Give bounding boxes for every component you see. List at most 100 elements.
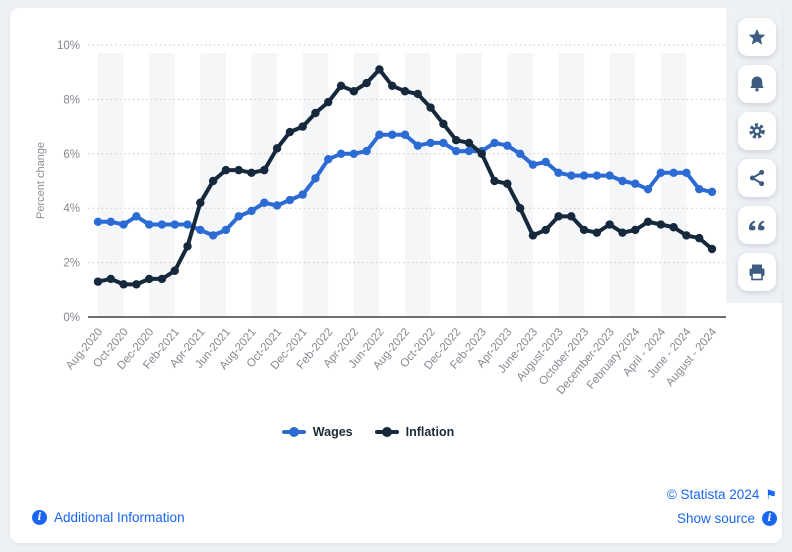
print-button[interactable] — [738, 253, 776, 291]
data-point-wages[interactable] — [208, 231, 218, 240]
additional-information-link[interactable]: i Additional Information — [32, 510, 185, 525]
data-point-inflation[interactable] — [196, 198, 205, 207]
data-point-wages[interactable] — [362, 146, 371, 156]
data-point-wages[interactable] — [106, 217, 115, 226]
data-point-inflation[interactable] — [682, 231, 691, 240]
data-point-inflation[interactable] — [298, 122, 307, 131]
data-point-wages[interactable] — [682, 168, 691, 178]
data-point-inflation[interactable] — [285, 127, 295, 137]
data-point-inflation[interactable] — [208, 176, 218, 186]
line-chart[interactable]: 0%2%4%6%8%10%Percent changeAug-2020Oct-2… — [10, 8, 726, 490]
data-point-wages[interactable] — [579, 171, 589, 180]
data-point-wages[interactable] — [260, 198, 269, 207]
chart-area[interactable]: 0% 2% 4% 6% 8% 10% Percent change Aug-2020 Oct-2… — [10, 8, 726, 490]
data-point-inflation[interactable] — [221, 165, 231, 175]
data-point-inflation[interactable] — [93, 277, 103, 286]
data-point-inflation[interactable] — [400, 87, 410, 96]
data-point-wages[interactable] — [375, 130, 384, 139]
data-point-wages[interactable] — [503, 141, 512, 150]
data-point-wages[interactable] — [695, 184, 704, 194]
settings-button[interactable] — [738, 112, 776, 150]
favorite-button[interactable] — [738, 18, 776, 56]
data-point-wages[interactable] — [656, 168, 666, 178]
share-button[interactable] — [738, 159, 776, 197]
data-point-inflation[interactable] — [375, 65, 384, 74]
data-point-inflation[interactable] — [515, 204, 525, 213]
data-point-inflation[interactable] — [144, 274, 154, 284]
data-point-wages[interactable] — [247, 206, 256, 216]
data-point-wages[interactable] — [298, 190, 307, 199]
data-point-inflation[interactable] — [605, 220, 614, 229]
data-point-inflation[interactable] — [362, 78, 371, 88]
data-point-inflation[interactable] — [618, 228, 627, 237]
data-point-wages[interactable] — [196, 225, 205, 235]
legend-item-inflation[interactable]: Inflation — [374, 425, 454, 439]
data-point-inflation[interactable] — [349, 87, 359, 96]
data-point-wages[interactable] — [464, 146, 474, 156]
data-point-inflation[interactable] — [695, 233, 704, 243]
data-point-wages[interactable] — [388, 130, 397, 139]
data-point-wages[interactable] — [157, 220, 167, 229]
data-point-wages[interactable] — [221, 225, 231, 235]
data-point-wages[interactable] — [311, 174, 320, 183]
data-point-inflation[interactable] — [528, 231, 538, 240]
alerts-button[interactable] — [738, 65, 776, 103]
data-point-wages[interactable] — [631, 179, 640, 188]
data-point-wages[interactable] — [592, 171, 602, 180]
data-point-inflation[interactable] — [592, 228, 602, 237]
show-source-link[interactable]: Show source i — [677, 511, 777, 526]
data-point-wages[interactable] — [554, 168, 563, 178]
data-point-inflation[interactable] — [324, 97, 333, 107]
data-point-inflation[interactable] — [656, 220, 666, 229]
data-point-wages[interactable] — [413, 141, 422, 150]
data-point-wages[interactable] — [324, 155, 333, 164]
data-point-wages[interactable] — [170, 220, 179, 229]
flag-icon[interactable]: ⚑ — [765, 487, 777, 502]
data-point-wages[interactable] — [272, 201, 282, 210]
data-point-wages[interactable] — [451, 146, 461, 156]
data-point-inflation[interactable] — [579, 225, 589, 235]
data-point-inflation[interactable] — [183, 242, 192, 251]
data-point-inflation[interactable] — [669, 223, 678, 232]
data-point-wages[interactable] — [400, 130, 410, 139]
data-point-wages[interactable] — [144, 220, 154, 229]
data-point-wages[interactable] — [605, 171, 614, 180]
data-point-wages[interactable] — [669, 168, 678, 178]
data-point-inflation[interactable] — [272, 144, 282, 153]
cite-button[interactable] — [738, 206, 776, 244]
data-point-wages[interactable] — [567, 171, 576, 180]
data-point-inflation[interactable] — [132, 280, 141, 289]
data-point-inflation[interactable] — [567, 212, 576, 221]
data-point-inflation[interactable] — [541, 225, 550, 235]
data-point-wages[interactable] — [119, 220, 128, 229]
data-point-inflation[interactable] — [439, 119, 448, 129]
data-point-wages[interactable] — [349, 149, 359, 158]
data-point-wages[interactable] — [336, 149, 346, 158]
data-point-wages[interactable] — [285, 195, 295, 205]
legend-item-wages[interactable]: Wages — [281, 425, 353, 439]
data-point-inflation[interactable] — [554, 212, 563, 221]
data-point-wages[interactable] — [183, 220, 192, 229]
data-point-inflation[interactable] — [234, 165, 243, 175]
data-point-inflation[interactable] — [170, 266, 179, 275]
data-point-wages[interactable] — [515, 149, 525, 158]
data-point-wages[interactable] — [643, 184, 653, 194]
data-point-inflation[interactable] — [157, 274, 167, 284]
data-point-inflation[interactable] — [631, 225, 640, 235]
data-point-wages[interactable] — [541, 157, 550, 167]
data-point-inflation[interactable] — [106, 274, 115, 284]
data-point-inflation[interactable] — [707, 244, 717, 254]
data-point-inflation[interactable] — [503, 179, 512, 188]
data-point-inflation[interactable] — [388, 81, 397, 91]
data-point-inflation[interactable] — [336, 81, 346, 91]
data-point-inflation[interactable] — [464, 138, 474, 148]
data-point-inflation[interactable] — [490, 176, 499, 186]
data-point-wages[interactable] — [234, 212, 243, 221]
data-point-wages[interactable] — [618, 176, 627, 186]
data-point-wages[interactable] — [490, 138, 499, 148]
data-point-inflation[interactable] — [119, 280, 128, 289]
data-point-inflation[interactable] — [260, 165, 269, 175]
data-point-wages[interactable] — [93, 217, 103, 226]
data-point-inflation[interactable] — [311, 108, 320, 118]
data-point-inflation[interactable] — [426, 103, 435, 112]
